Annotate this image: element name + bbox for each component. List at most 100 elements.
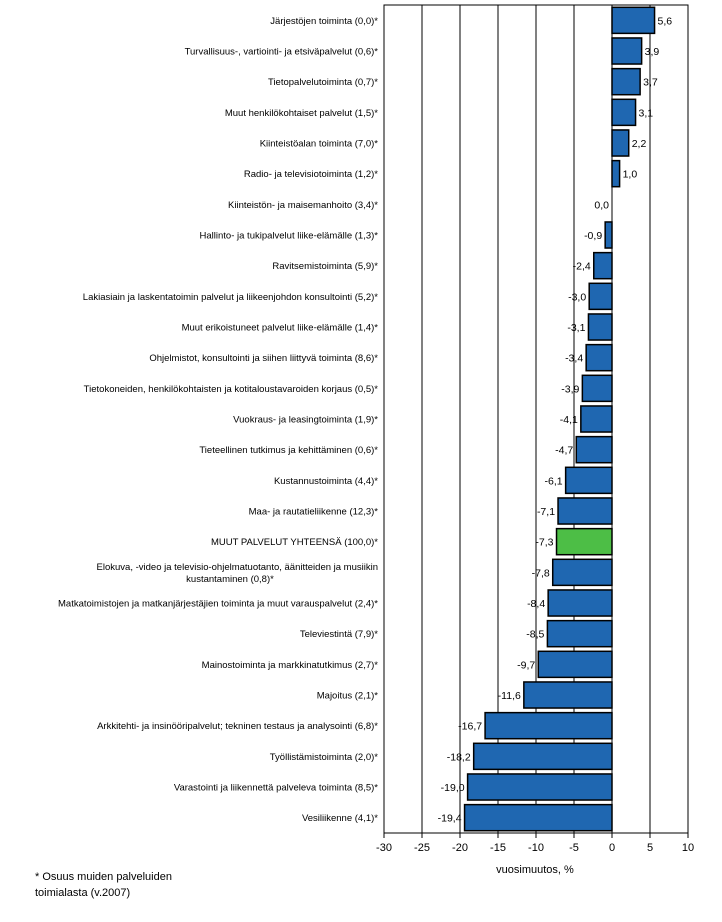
bar: [593, 251, 613, 280]
category-label: Vesiliikenne (4,1)*: [302, 813, 378, 824]
category-label: Matkatoimistojen ja matkanjärjestäjien t…: [58, 599, 378, 610]
category-label: MUUT PALVELUT YHTEENSÄ (100,0)*: [211, 537, 378, 548]
bar: [466, 773, 613, 801]
tick-label: 0: [609, 842, 615, 854]
bar: [581, 374, 613, 403]
value-label: 3,7: [643, 77, 658, 89]
category-label: Työllistämistoiminta (2,0)*: [270, 752, 379, 763]
value-label: 3,1: [639, 107, 654, 119]
value-label: -4,7: [555, 445, 573, 457]
category-label: Kiinteistön- ja maisemanhoito (3,4)*: [228, 200, 378, 211]
footnote-line-1: * Osuus muiden palveluiden: [35, 871, 172, 883]
value-label: 2,2: [632, 138, 647, 150]
tick-label: -15: [490, 842, 506, 854]
category-label: Televiestintä (7,9)*: [300, 629, 378, 640]
x-axis-title: vuosimuutos, %: [496, 864, 574, 876]
value-label: 0,0: [594, 199, 609, 211]
bar: [575, 435, 613, 464]
value-label: -3,1: [567, 322, 585, 334]
category-label: Mainostoiminta ja markkinatutkimus (2,7)…: [202, 660, 379, 671]
category-label: Hallinto- ja tukipalvelut liike-elämälle…: [200, 231, 379, 242]
value-label: -3,0: [568, 291, 586, 303]
category-label: Varastointi ja liikennettä palveleva toi…: [174, 783, 378, 794]
value-label: -8,4: [527, 598, 545, 610]
tick-label: 10: [682, 842, 694, 854]
value-label: -11,6: [498, 690, 521, 702]
bars: [463, 6, 656, 832]
gridlines: [421, 5, 651, 833]
bar: [588, 282, 613, 311]
category-label: kustantaminen (0,8)*: [186, 574, 274, 585]
category-label: Arkkitehti- ja insinööripalvelut; teknin…: [97, 721, 378, 732]
category-label: Tietokoneiden, henkilökohtaisten ja koti…: [84, 384, 379, 395]
tick-label: -20: [452, 842, 468, 854]
bar: [611, 37, 643, 65]
bar: [611, 129, 630, 157]
value-label: -3,4: [565, 353, 583, 365]
category-label: Turvallisuus-, vartiointi- ja etsiväpalv…: [185, 47, 379, 58]
category-label: Radio- ja televisiotoiminta (1,2)*: [244, 169, 378, 180]
bar: [463, 803, 613, 832]
value-label: -8,5: [526, 629, 544, 641]
tick-label: -10: [528, 842, 544, 854]
category-labels: Järjestöjen toiminta (0,0)* Turvallisuus-…: [58, 16, 378, 824]
bar: [611, 67, 641, 96]
value-label: -7,1: [537, 506, 555, 518]
value-label: -16,7: [458, 721, 482, 733]
bar: [551, 558, 613, 587]
category-label: Kiinteistöalan toiminta (7,0)*: [260, 139, 379, 150]
category-label: Majoitus (2,1)*: [317, 691, 379, 702]
category-label: Kustannustoiminta (4,4)*: [274, 476, 378, 487]
category-label: Muut henkilökohtaiset palvelut (1,5)*: [225, 108, 378, 119]
bar: [537, 650, 613, 679]
value-label: -9,7: [517, 659, 535, 671]
value-label: 5,6: [658, 15, 673, 27]
value-label: -4,1: [560, 414, 578, 426]
bar: [557, 497, 613, 525]
value-label: -7,3: [535, 537, 553, 549]
value-labels: 5,6 3,9 3,7 3,1 2,2 1,0 0,0 -0,9 -2,4 -3,0 -3,1 -3,…: [438, 15, 673, 824]
tick-label: -5: [569, 842, 579, 854]
value-label: -2,4: [573, 261, 591, 273]
value-label: -19,4: [438, 813, 462, 825]
footnote-line-2: toimialasta (v.2007): [35, 887, 131, 899]
category-label: Ravitsemistoiminta (5,9)*: [272, 261, 378, 272]
bar: [611, 159, 621, 188]
tick-label: -30: [376, 842, 392, 854]
category-label: Ohjelmistot, konsultointi ja siihen liit…: [149, 353, 378, 364]
category-label: Elokuva, -video ja televisio-ohjelmatuot…: [97, 562, 378, 573]
tick-label: -25: [414, 842, 430, 854]
footnote: * Osuus muiden palveluiden toimialasta (…: [35, 869, 255, 901]
bar-total: [555, 527, 613, 556]
value-label: -7,8: [532, 567, 550, 579]
bar: [587, 313, 613, 341]
value-label: -18,2: [447, 751, 471, 763]
bar: [564, 466, 613, 495]
value-label: -3,9: [561, 383, 579, 395]
bar: [546, 619, 613, 648]
x-axis-ticks: -30 -25 -20 -15 -10 -5 0 5 10: [376, 833, 694, 854]
bar: [611, 98, 637, 127]
category-label: Tietopalvelutoiminta (0,7)*: [268, 77, 378, 88]
tick-label: 5: [647, 842, 653, 854]
bar: [604, 221, 613, 249]
value-label: -0,9: [584, 230, 602, 242]
value-label: 3,9: [645, 46, 660, 58]
bar: [523, 681, 613, 709]
category-label: Järjestöjen toiminta (0,0)*: [270, 16, 378, 27]
bar: [585, 343, 613, 372]
value-label: -19,0: [441, 782, 465, 794]
category-label: Vuokraus- ja leasingtoiminta (1,9)*: [233, 415, 378, 426]
bar: [547, 589, 613, 617]
category-label: Maa- ja rautatieliikenne (12,3)*: [249, 507, 379, 518]
bar: [580, 405, 613, 433]
category-label: Muut erikoistuneet palvelut liike-elämäl…: [182, 323, 379, 334]
category-label: Tieteellinen tutkimus ja kehittäminen (0…: [199, 445, 378, 456]
bar: [484, 711, 613, 740]
value-label: -6,1: [545, 475, 563, 487]
value-label: 1,0: [623, 169, 638, 181]
category-label: Lakiasiain ja laskentatoimin palvelut ja…: [83, 292, 379, 303]
bar: [472, 742, 613, 771]
bar: [611, 6, 656, 35]
